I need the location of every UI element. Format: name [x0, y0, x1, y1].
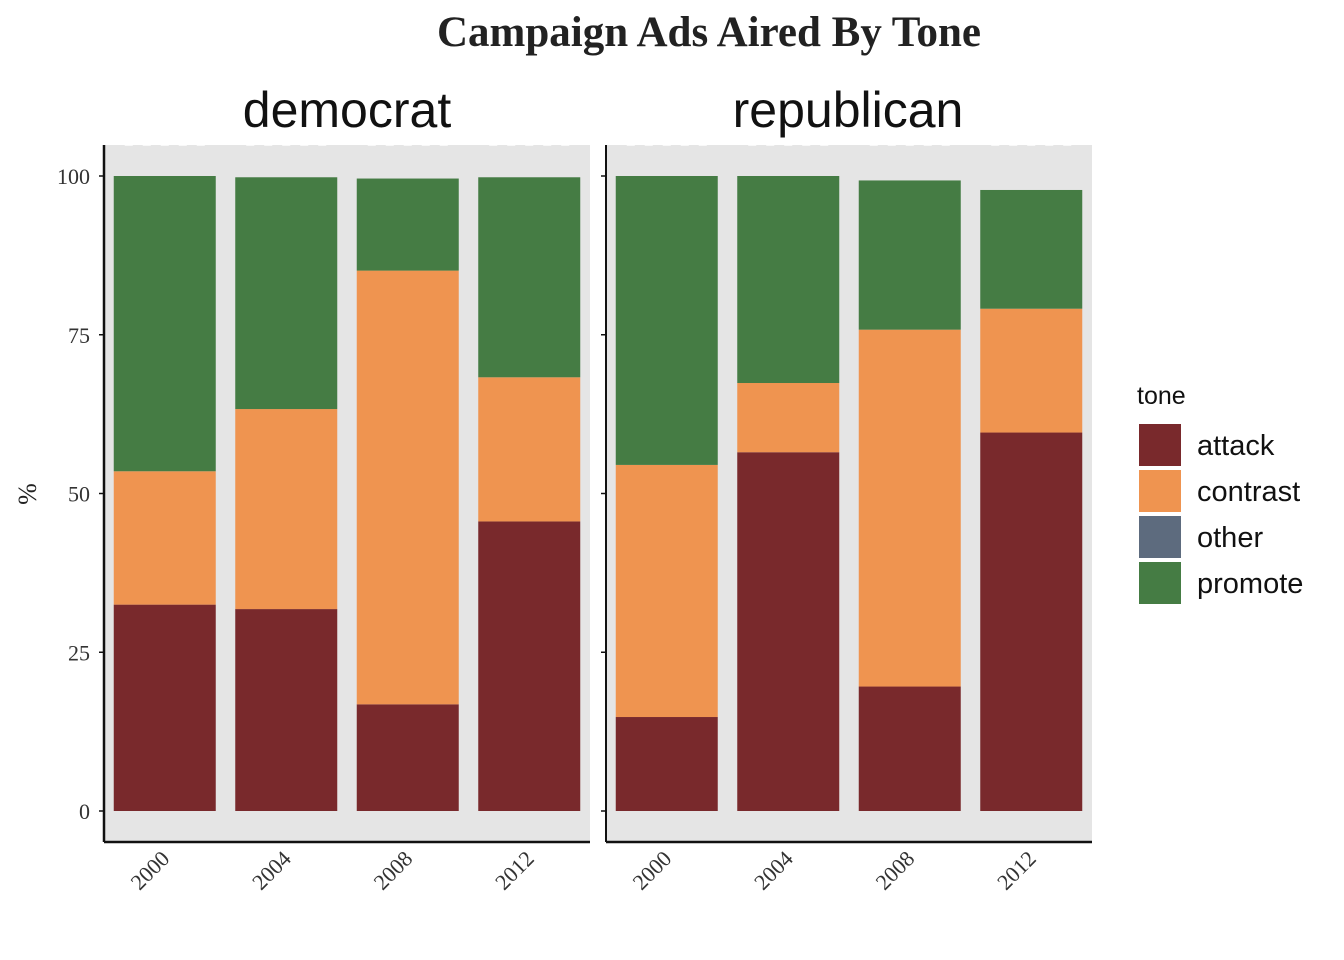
bar-republican-2004-promote — [737, 176, 840, 384]
x-tick-label-republican-2008: 2008 — [870, 846, 919, 895]
bar-republican-2000-contrast — [615, 464, 718, 718]
legend-swatch-contrast — [1139, 470, 1181, 512]
panel-label-republican: republican — [733, 82, 964, 138]
legend-title: tone — [1137, 382, 1186, 410]
plot-layer: 2000 2004 2008 2012 2000 2004 2008 2012 0 25 50 75 1… — [57, 144, 1092, 895]
x-tick-label-republican-2000: 2000 — [627, 846, 676, 895]
chart-title: Campaign Ads Aired By Tone — [437, 9, 981, 56]
y-tick-label-0: 0 — [79, 799, 90, 824]
bar-democrat-2012-attack — [478, 521, 581, 811]
bar-republican-2012-promote — [980, 189, 1083, 309]
x-tick-label-democrat-2000: 2000 — [125, 846, 174, 895]
legend-swatch-promote — [1139, 562, 1181, 604]
bar-democrat-2000-contrast — [113, 471, 216, 605]
x-tick-label-republican-2004: 2004 — [749, 846, 798, 895]
legend-label-other: other — [1197, 522, 1263, 554]
bar-democrat-2000-attack — [113, 604, 216, 811]
bar-republican-2008-attack — [858, 686, 961, 811]
panel-label-democrat: democrat — [243, 82, 452, 138]
bar-democrat-2012-promote — [478, 177, 581, 378]
bar-republican-2012-attack — [980, 432, 1083, 811]
bar-republican-2008-contrast — [858, 329, 961, 687]
bar-republican-2008-promote — [858, 180, 961, 330]
y-tick-label-100: 100 — [57, 164, 90, 189]
y-tick-label-75: 75 — [68, 323, 90, 348]
legend-label-promote: promote — [1197, 568, 1303, 600]
bar-republican-2004-contrast — [737, 383, 840, 453]
x-tick-label-democrat-2012: 2012 — [490, 846, 539, 895]
legend-label-attack: attack — [1197, 430, 1275, 462]
bar-republican-2000-promote — [615, 176, 718, 465]
bar-democrat-2008-contrast — [356, 270, 459, 705]
bar-democrat-2004-promote — [235, 177, 338, 410]
bar-republican-2012-contrast — [980, 308, 1083, 433]
bar-democrat-2008-attack — [356, 704, 459, 811]
bar-republican-2000-attack — [615, 717, 718, 811]
legend-swatch-other — [1139, 516, 1181, 558]
bar-democrat-2004-attack — [235, 609, 338, 811]
legend-label-contrast: contrast — [1197, 476, 1300, 508]
bar-democrat-2000-promote — [113, 176, 216, 472]
legend-swatch-attack — [1139, 424, 1181, 466]
bar-republican-2004-attack — [737, 452, 840, 811]
bar-democrat-2008-promote — [356, 178, 459, 271]
y-tick-label-50: 50 — [68, 482, 90, 507]
y-tick-label-25: 25 — [68, 640, 90, 665]
bar-democrat-2012-contrast — [478, 377, 581, 522]
x-tick-label-democrat-2004: 2004 — [247, 846, 296, 895]
bar-democrat-2004-contrast — [235, 409, 338, 610]
legend: tone attack contrast other promote — [1137, 382, 1303, 604]
x-tick-label-republican-2012: 2012 — [992, 846, 1041, 895]
x-tick-label-democrat-2008: 2008 — [368, 846, 417, 895]
y-axis-title: % — [13, 483, 42, 505]
legend-items: attack contrast other promote — [1139, 424, 1303, 604]
